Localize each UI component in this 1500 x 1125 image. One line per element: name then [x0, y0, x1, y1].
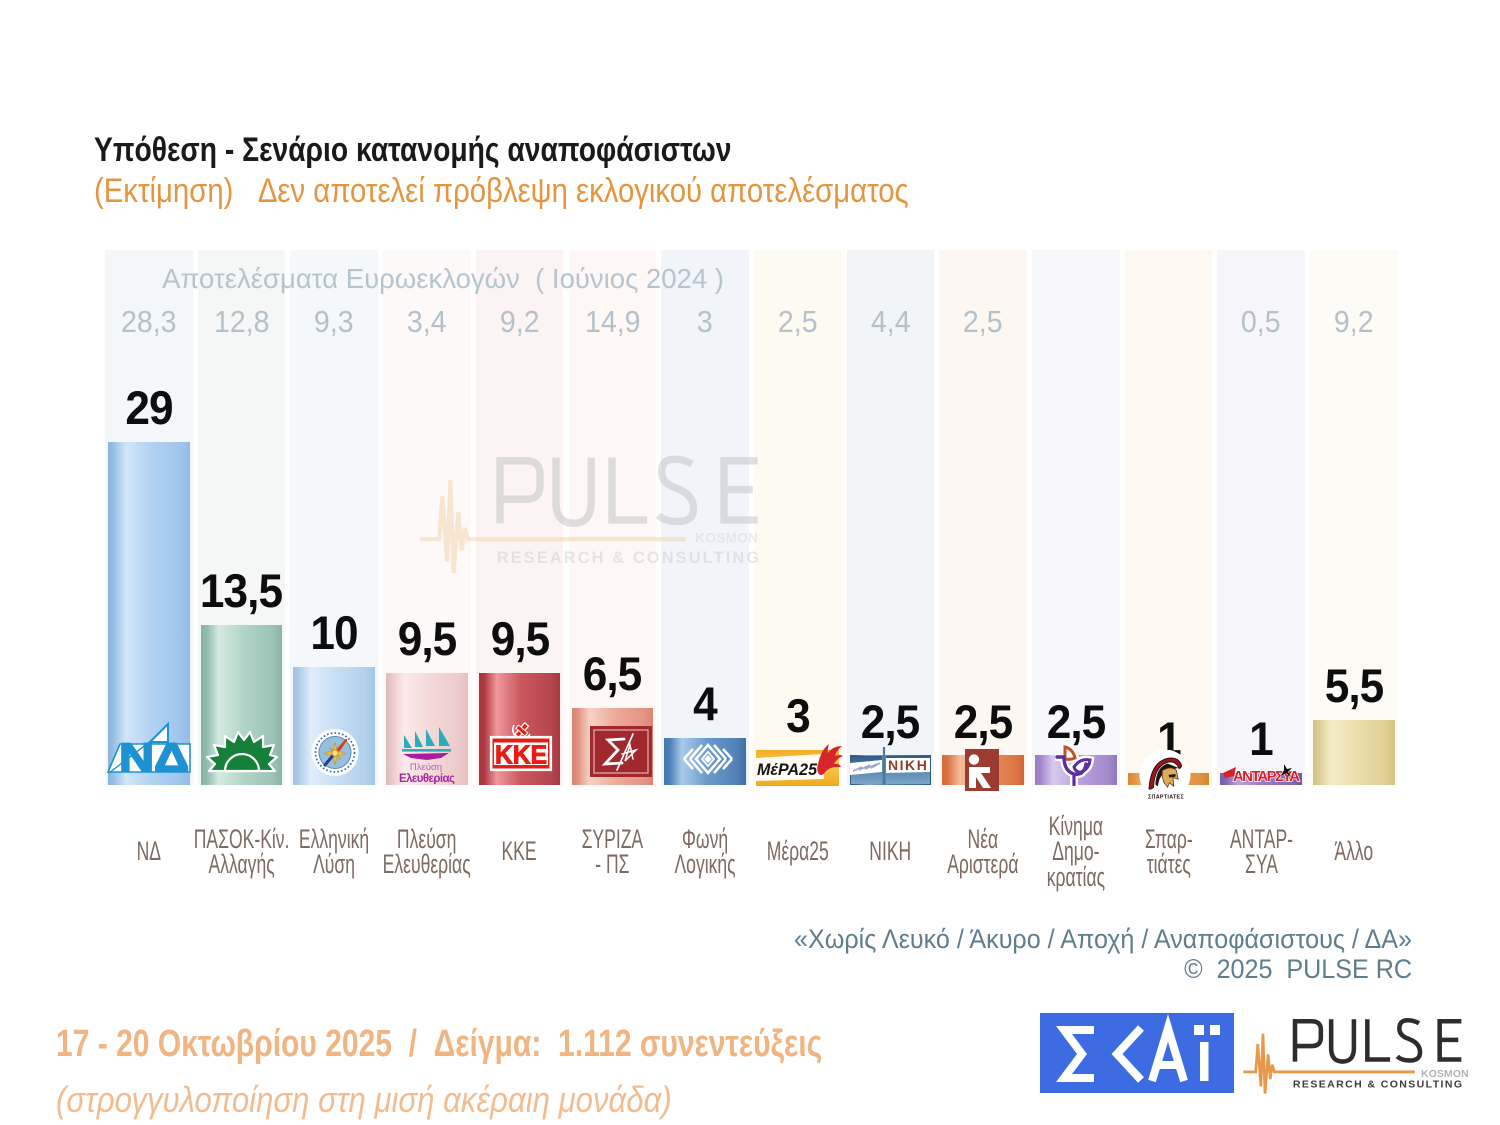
svg-text:ΑΝΤΑΡΣΥΑ: ΑΝΤΑΡΣΥΑ: [1233, 768, 1300, 785]
svg-text:ΚΚΕ: ΚΚΕ: [495, 740, 547, 770]
svg-text:ΝΙΚΗ: ΝΙΚΗ: [888, 757, 929, 773]
svg-text:RESEARCH & CONSULTING: RESEARCH & CONSULTING: [497, 549, 761, 567]
svg-text:ΣΠΑΡΤΙΑΤΕΣ: ΣΠΑΡΤΙΑΤΕΣ: [1148, 795, 1184, 801]
svg-text:ΜέΡΑ25: ΜέΡΑ25: [757, 760, 818, 779]
svg-text:Πλεύση: Πλεύση: [410, 762, 442, 773]
svg-text:Ελευθερίας: Ελευθερίας: [399, 773, 455, 784]
svg-text:KOSMON: KOSMON: [695, 530, 758, 545]
svg-text:RESEARCH & CONSULTING: RESEARCH & CONSULTING: [1293, 1078, 1463, 1090]
svg-text:ΝΔ: ΝΔ: [119, 736, 189, 778]
svg-text:KOSMON: KOSMON: [1421, 1069, 1469, 1080]
